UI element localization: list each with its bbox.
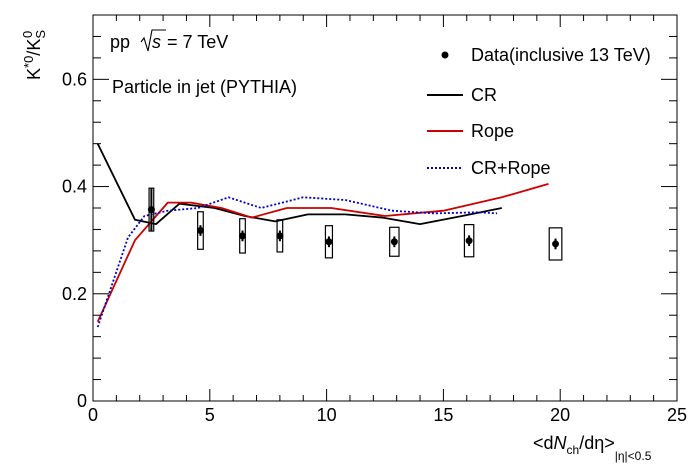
y-title-sup: *0 — [21, 56, 36, 68]
subtitle-annotation: Particle in jet (PYTHIA) — [112, 77, 297, 97]
sqrt-s-label: s — [152, 32, 161, 52]
data-syst-box — [389, 226, 400, 257]
x-axis-title: <dNch/dη>|η|<0.5 — [533, 433, 652, 463]
legend: Data(inclusive 13 TeV) CR Rope CR+Rope — [427, 45, 651, 178]
energy-value: = 7 TeV — [167, 32, 228, 52]
legend-marker-data — [441, 51, 449, 59]
data-syst-box — [324, 225, 334, 259]
axes: 0 5 10 15 20 25 0 0.2 0.4 0.6 — [62, 14, 687, 425]
energy-annotation: pp s = 7 TeV — [110, 32, 228, 52]
legend-label-data: Data(inclusive 13 TeV) — [471, 45, 651, 65]
y-tick-label: 0.2 — [62, 284, 87, 304]
x-tick-label: 15 — [433, 405, 453, 425]
y-title-base: K — [24, 68, 44, 80]
data-point — [390, 238, 398, 246]
data-syst-box — [548, 227, 563, 261]
x-tick-label: 20 — [550, 405, 570, 425]
legend-label-cr-rope: CR+Rope — [471, 158, 551, 178]
y-tick-label: 0.6 — [62, 69, 87, 89]
y-axis-title: K*0/KS0 — [20, 30, 48, 80]
x-title-post: /dη> — [579, 433, 615, 453]
data-point — [147, 206, 155, 214]
x-title-pre: <d — [533, 433, 554, 453]
data-point — [552, 240, 560, 248]
y-tick-label: 0 — [77, 391, 87, 411]
x-title-sub: ch — [567, 443, 580, 457]
y-tick-label: 0.4 — [62, 177, 87, 197]
series-line-cr — [96, 143, 502, 226]
series-line-cr-rope — [96, 196, 498, 328]
x-title-n: N — [554, 433, 568, 453]
data-syst-box — [463, 224, 475, 258]
system-label: pp — [110, 32, 130, 52]
x-tick-label: 25 — [667, 405, 687, 425]
plot-area — [96, 143, 563, 328]
data-point — [325, 238, 333, 246]
data-point — [465, 237, 473, 245]
data-point — [239, 232, 247, 240]
legend-label-rope: Rope — [471, 121, 514, 141]
series-line-rope — [96, 183, 549, 323]
x-tick-label: 10 — [317, 405, 337, 425]
x-title-range: |η|<0.5 — [615, 449, 652, 463]
x-tick-label: 0 — [88, 405, 98, 425]
x-tick-label: 5 — [205, 405, 215, 425]
y-title-sup2: 0 — [20, 31, 35, 38]
y-title-sep: /K — [24, 39, 44, 56]
data-point — [276, 232, 284, 240]
data-point — [196, 227, 204, 235]
sqrt-sign-icon — [140, 29, 166, 52]
legend-label-cr: CR — [471, 85, 497, 105]
y-title-sub: S — [33, 30, 48, 39]
